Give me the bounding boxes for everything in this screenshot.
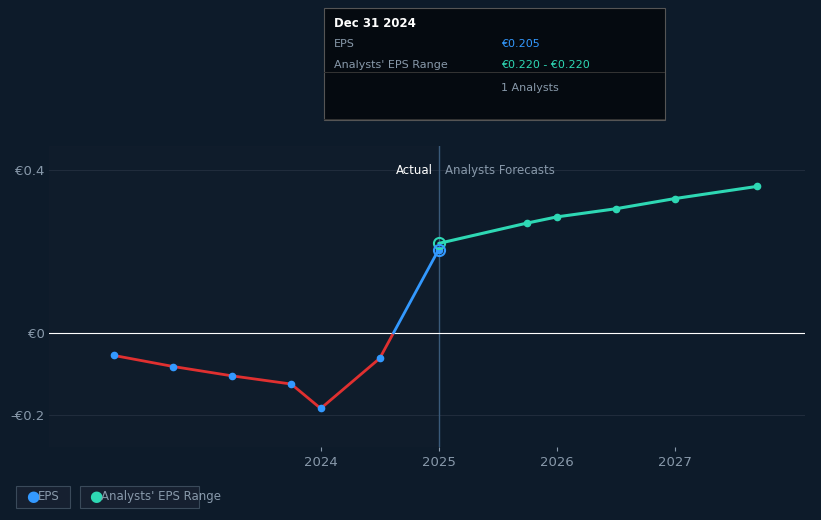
- Text: Analysts' EPS Range: Analysts' EPS Range: [334, 60, 448, 70]
- Text: ●: ●: [89, 489, 103, 504]
- Text: Dec 31 2024: Dec 31 2024: [334, 17, 416, 30]
- Text: ●: ●: [26, 489, 39, 504]
- Text: Actual: Actual: [396, 164, 433, 177]
- Bar: [49, 146, 438, 447]
- Text: Analysts Forecasts: Analysts Forecasts: [445, 164, 554, 177]
- Text: EPS: EPS: [38, 490, 59, 503]
- Text: €0.205: €0.205: [501, 39, 539, 49]
- Text: EPS: EPS: [334, 39, 355, 49]
- Text: 1 Analysts: 1 Analysts: [501, 83, 558, 93]
- Text: Analysts' EPS Range: Analysts' EPS Range: [101, 490, 221, 503]
- Text: €0.220 - €0.220: €0.220 - €0.220: [501, 60, 589, 70]
